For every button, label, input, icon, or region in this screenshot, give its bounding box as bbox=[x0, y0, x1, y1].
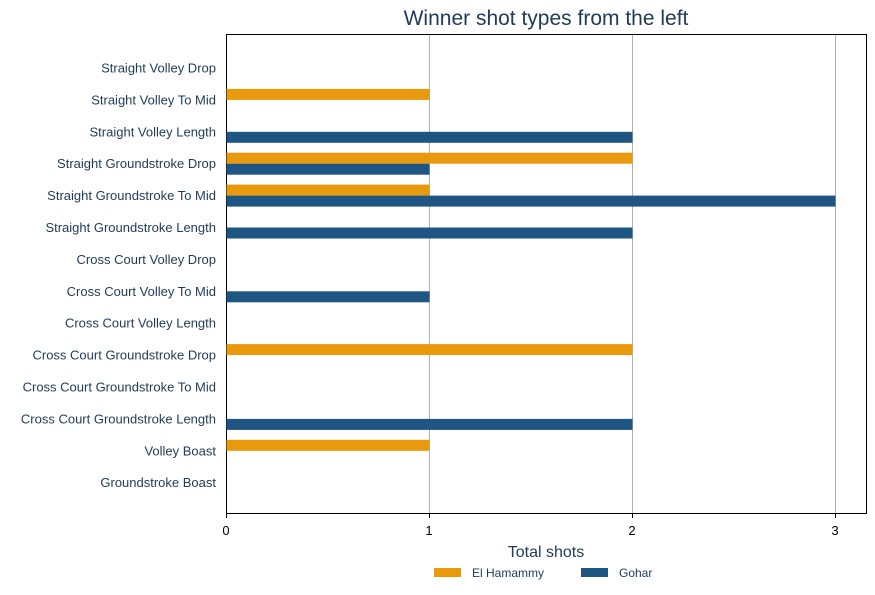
y-tick-label: Cross Court Volley Drop bbox=[77, 252, 216, 267]
bar-gohar bbox=[226, 163, 430, 175]
bar-el-hamammy bbox=[226, 439, 430, 451]
bar-gohar bbox=[226, 418, 633, 430]
chart-title: Winner shot types from the left bbox=[404, 7, 689, 30]
y-tick-label: Cross Court Volley Length bbox=[65, 316, 216, 331]
bar-gohar bbox=[226, 195, 836, 207]
bar-el-hamammy bbox=[226, 344, 633, 356]
bar-el-hamammy bbox=[226, 184, 430, 196]
gridlines bbox=[226, 35, 836, 518]
y-tick-label: Straight Volley Length bbox=[90, 124, 216, 139]
y-tick-label: Cross Court Groundstroke To Mid bbox=[23, 380, 216, 395]
x-axis-label: Total shots bbox=[508, 544, 584, 561]
bar-el-hamammy bbox=[226, 152, 633, 164]
y-tick-label: Straight Volley Drop bbox=[101, 61, 216, 76]
y-tick-label: Straight Groundstroke Drop bbox=[57, 156, 216, 171]
x-tick-label: 2 bbox=[628, 523, 635, 538]
y-tick-label: Straight Groundstroke Length bbox=[45, 220, 216, 235]
x-tick-label: 1 bbox=[425, 523, 432, 538]
y-tick-label: Groundstroke Boast bbox=[100, 475, 216, 490]
x-tick-labels: 0 1 2 3 bbox=[222, 523, 838, 538]
plot-area bbox=[226, 34, 867, 514]
bar-gohar bbox=[226, 131, 633, 143]
legend-swatch bbox=[434, 568, 461, 577]
x-tick-label: 0 bbox=[222, 523, 229, 538]
legend-swatch bbox=[581, 568, 608, 577]
legend-label: Gohar bbox=[619, 566, 652, 580]
y-tick-label: Cross Court Volley To Mid bbox=[67, 284, 216, 299]
legend-label: El Hamammy bbox=[472, 566, 544, 580]
bar-gohar bbox=[226, 227, 633, 239]
y-tick-label: Volley Boast bbox=[144, 443, 216, 458]
y-tick-labels: Straight Volley Drop Straight Volley To M… bbox=[21, 61, 216, 491]
x-tick-label: 3 bbox=[831, 523, 838, 538]
bars bbox=[226, 88, 836, 451]
y-tick-label: Cross Court Groundstroke Drop bbox=[32, 348, 216, 363]
y-tick-label: Cross Court Groundstroke Length bbox=[21, 411, 216, 426]
bar-el-hamammy bbox=[226, 88, 430, 100]
bar-gohar bbox=[226, 291, 430, 303]
y-tick-label: Straight Groundstroke To Mid bbox=[47, 188, 216, 203]
y-tick-label: Straight Volley To Mid bbox=[91, 92, 216, 107]
legend: El Hamammy Gohar bbox=[434, 566, 652, 580]
